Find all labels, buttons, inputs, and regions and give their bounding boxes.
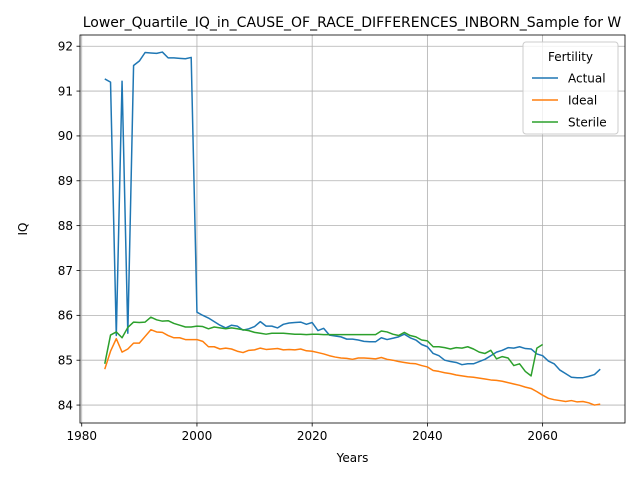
y-tick-label: 89: [58, 174, 73, 188]
legend-title: Fertility: [548, 50, 593, 64]
series-line-actual: [104, 51, 601, 379]
y-tick-label: 86: [58, 309, 73, 323]
series-line-sterile: [104, 316, 544, 377]
chart-title: Lower_Quartile_IQ_in_CAUSE_OF_RACE_DIFFE…: [83, 15, 622, 31]
x-tick-label: 2020: [297, 429, 328, 443]
legend-box: [522, 41, 619, 135]
y-tick-label: 85: [58, 354, 73, 368]
y-tick-label: 90: [58, 129, 73, 143]
axis-ticks: 1980 2000 2020 2040 2060 84 85 86 87 88 89 90 91 92: [58, 40, 558, 443]
legend-label-sterile: Sterile: [568, 115, 607, 129]
legend-label-actual: Actual: [568, 71, 606, 85]
y-tick-label: 91: [58, 84, 73, 98]
y-axis-title: IQ: [16, 223, 30, 236]
y-tick-label: 84: [58, 398, 73, 412]
y-tick-label: 87: [58, 264, 73, 278]
plot-frame: [79, 34, 626, 424]
x-tick-label: 2000: [182, 429, 213, 443]
series-line-ideal: [104, 328, 601, 406]
series-layer: [104, 51, 601, 406]
y-tick-label: 88: [58, 219, 73, 233]
x-tick-label: 1980: [66, 429, 97, 443]
x-tick-label: 2060: [527, 429, 558, 443]
y-tick-label: 92: [58, 40, 73, 54]
legend: Fertility Actual Ideal Sterile: [522, 41, 619, 135]
x-axis-title: Years: [336, 451, 369, 465]
legend-label-ideal: Ideal: [568, 93, 597, 107]
x-tick-label: 2040: [412, 429, 443, 443]
